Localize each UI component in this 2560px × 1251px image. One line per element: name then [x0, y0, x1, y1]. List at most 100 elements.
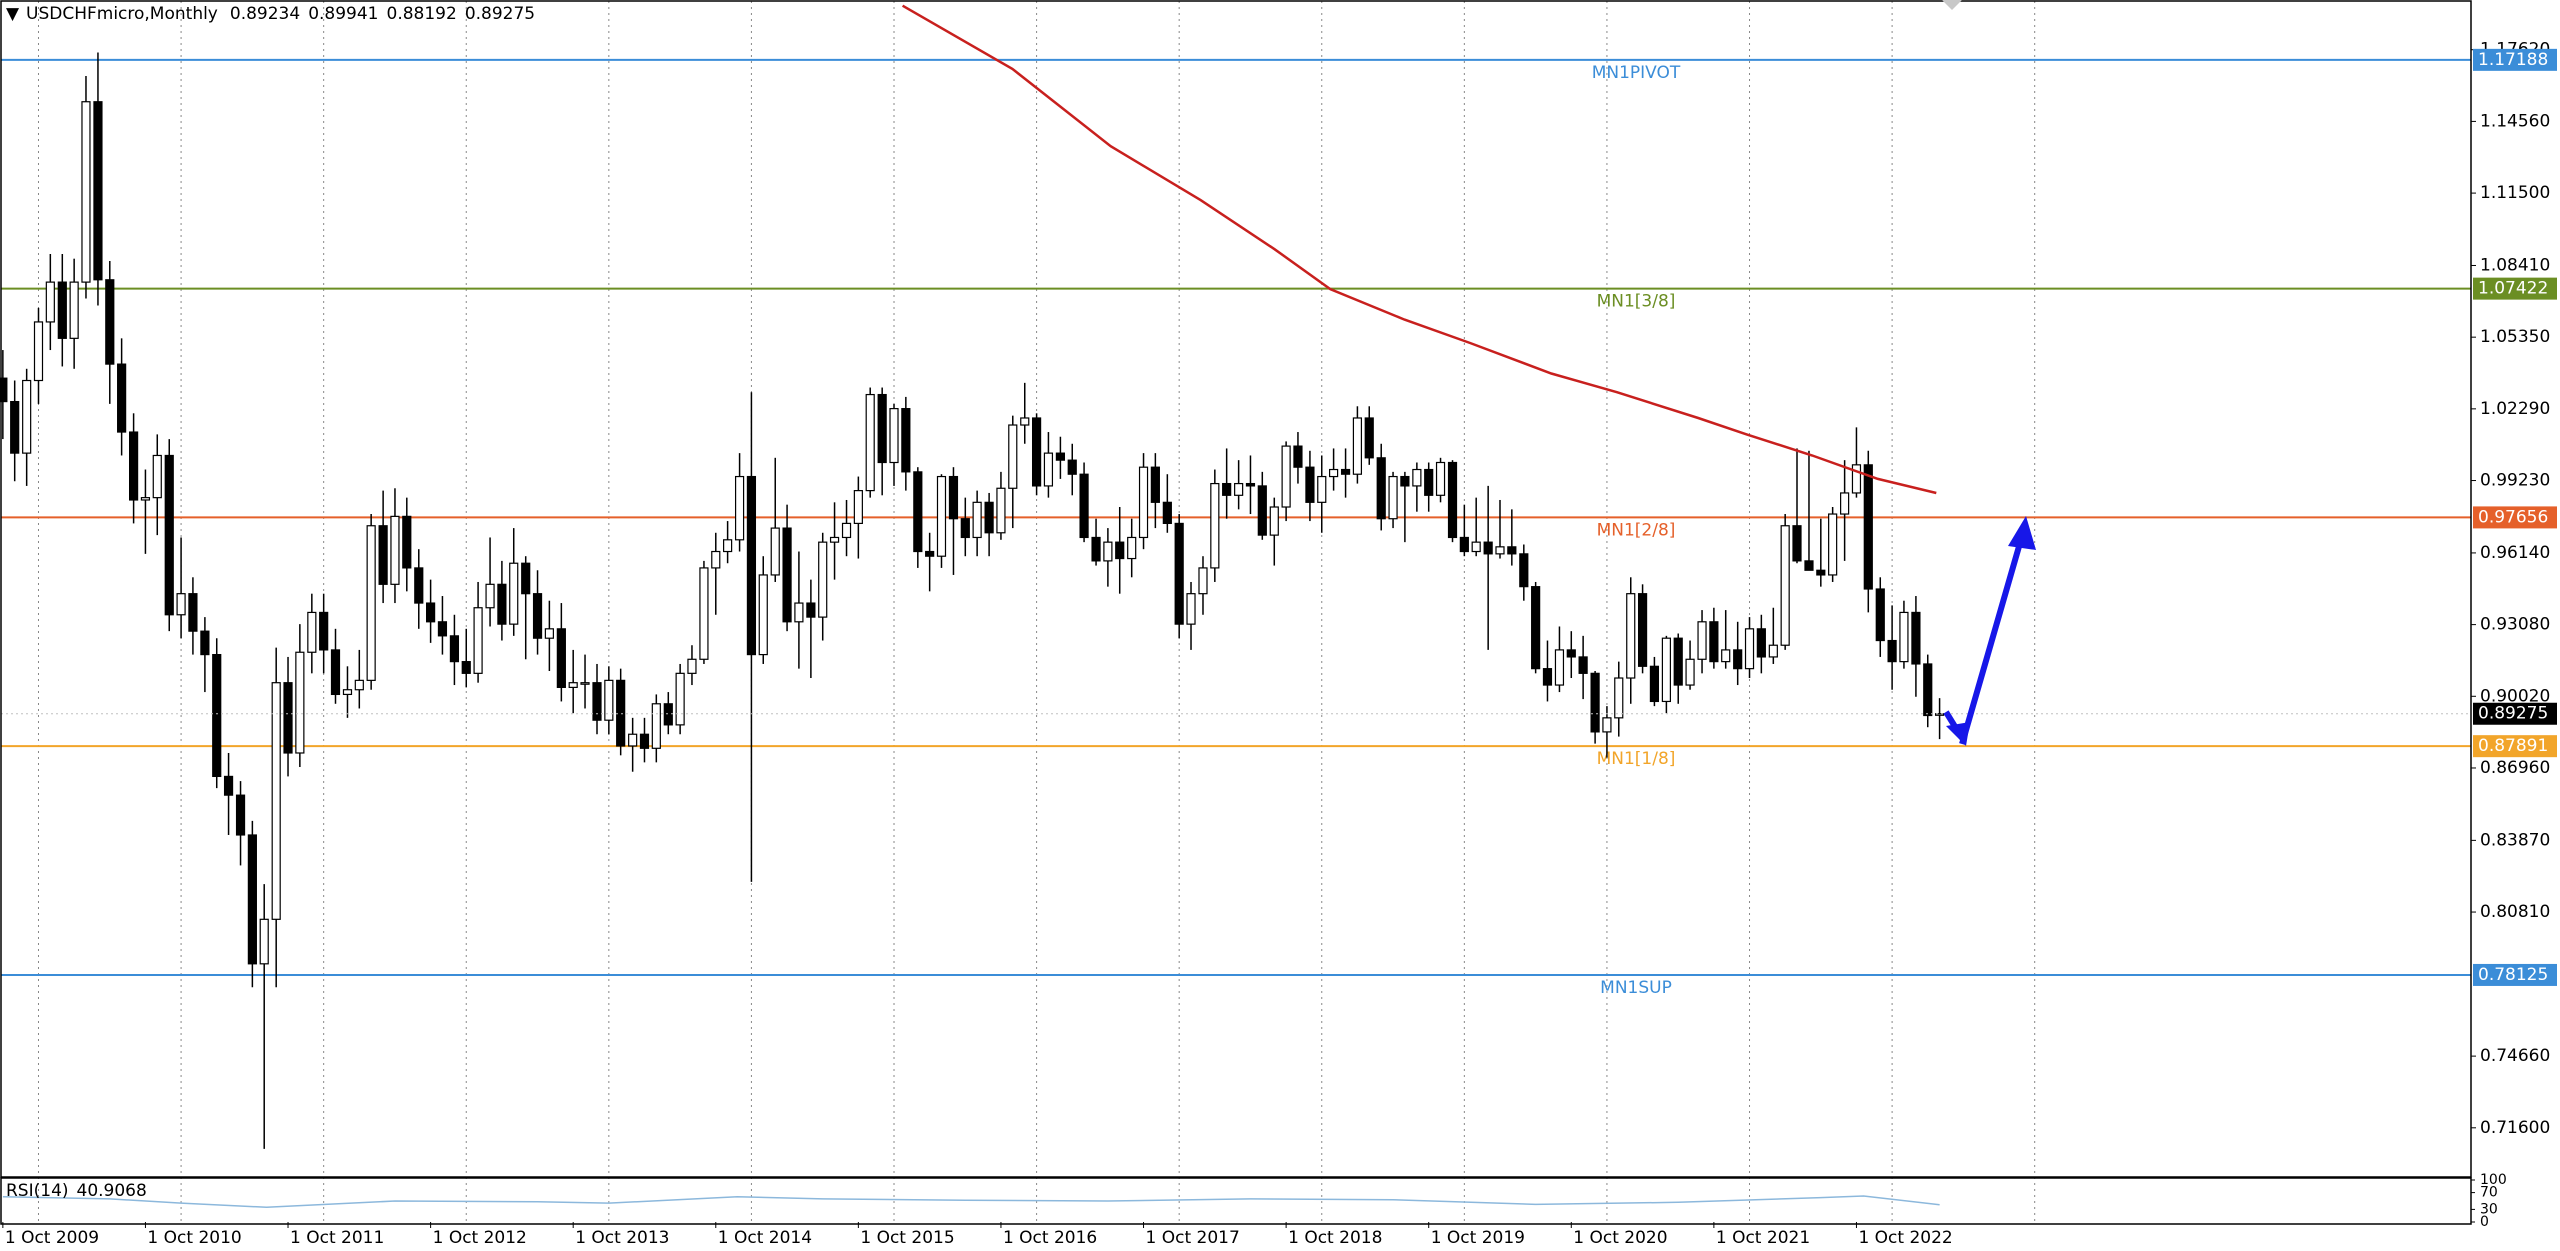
candle-body	[1768, 644, 1778, 658]
candle-body	[176, 593, 186, 616]
y-tick-label: 0.99230	[2480, 471, 2550, 491]
y-tick-label: 1.14560	[2480, 111, 2550, 131]
level-label: MN1SUP	[1600, 978, 1672, 998]
candle-body	[1043, 452, 1054, 487]
candle-body	[1542, 668, 1553, 686]
candle-body	[723, 539, 733, 553]
candle-body	[1721, 649, 1731, 663]
y-tick-label: 0.86960	[2480, 758, 2550, 778]
candle-body	[1103, 541, 1113, 562]
candle-body	[639, 733, 650, 749]
candle-body	[1328, 468, 1339, 478]
candle-body	[746, 475, 757, 656]
candle-body	[1447, 461, 1458, 539]
level-label: MN1[1/8]	[1597, 749, 1676, 769]
candle-body	[1578, 656, 1588, 674]
candle-body	[996, 487, 1006, 534]
candle-body	[1614, 677, 1624, 719]
candle-body	[1899, 611, 1909, 663]
y-tick-label: 0.90020	[2480, 686, 2550, 706]
level-label: MN1PIVOT	[1592, 63, 1681, 83]
candle-body	[1495, 546, 1505, 555]
candle-body	[247, 834, 257, 965]
candle-body	[1031, 417, 1042, 487]
candle-body	[1222, 482, 1232, 496]
candle-body	[295, 651, 305, 754]
forecast-arrow	[1943, 516, 2036, 746]
candle-body	[1364, 417, 1374, 459]
x-tick-label: 1 Oct 2020	[1573, 1228, 1667, 1248]
candle-body	[437, 621, 448, 637]
candle-body	[1923, 663, 1933, 717]
candle-body	[556, 628, 566, 688]
candle-body	[259, 918, 269, 965]
candle-body	[616, 679, 626, 747]
chart-header: USDCHFmicro,Monthly 0.89234 0.89941 0.88192…	[26, 4, 535, 24]
candle-body	[1471, 541, 1481, 553]
candle-body	[1150, 466, 1160, 503]
candle-body	[414, 567, 424, 604]
candle-body	[1198, 567, 1208, 595]
candle-body	[734, 475, 745, 541]
candle-body	[1008, 424, 1018, 489]
candle-body	[521, 562, 531, 595]
candle-body	[1067, 459, 1077, 475]
rsi-value: 40.9068	[77, 1181, 147, 1201]
candle-body	[164, 454, 174, 616]
candle-body	[485, 583, 495, 609]
level-label: MN1[2/8]	[1597, 520, 1676, 540]
close-value: 0.89275	[465, 4, 535, 24]
price-tag-label: 0.87891	[2478, 736, 2548, 756]
price-tag-label: 0.78125	[2478, 965, 2548, 985]
candle-body	[1649, 665, 1660, 703]
price-tag-label: 0.89275	[2478, 704, 2548, 724]
candle-body	[223, 775, 234, 796]
level-label: MN1[3/8]	[1597, 292, 1676, 312]
candle-body	[1138, 466, 1149, 539]
shift-marker	[1942, 0, 1962, 10]
candle-body	[1257, 485, 1267, 536]
candle-body	[544, 628, 554, 639]
candle-body	[1435, 461, 1446, 496]
candle-body	[770, 527, 780, 576]
x-tick-label: 1 Oct 2015	[860, 1228, 954, 1248]
candle-body	[1340, 468, 1351, 475]
candle-body	[675, 672, 685, 726]
candle-body	[152, 454, 162, 499]
candle-body	[1602, 717, 1612, 733]
candle-body	[129, 431, 139, 501]
candle-body	[604, 679, 614, 721]
candle-body	[568, 682, 578, 688]
menu-triangle[interactable]: ▼	[6, 4, 20, 24]
candle-body	[936, 475, 947, 557]
arrow-up	[1959, 535, 2025, 745]
candle-body	[1281, 445, 1291, 508]
candle-body	[1507, 546, 1517, 555]
candle-body	[69, 281, 79, 339]
candle-body	[1293, 445, 1303, 468]
candle-body	[283, 682, 293, 754]
candle-body	[1626, 593, 1636, 679]
rsi-header: RSI(14) 40.9068	[6, 1181, 147, 1201]
candle-body	[1234, 482, 1244, 496]
candle-body	[1661, 637, 1671, 703]
candle-body	[1305, 466, 1315, 503]
candle-body	[628, 733, 638, 747]
axis: 1 Oct 2009 1 Oct 2010 1 Oct 2011 1 Oct 2012…	[2, 40, 2557, 1248]
rsi-y-tick-label: 100	[2480, 1172, 2507, 1188]
candle-body	[342, 689, 353, 696]
candle-body	[10, 400, 20, 454]
x-tick-label: 1 Oct 2010	[147, 1228, 241, 1248]
candle-body	[307, 611, 317, 653]
candle-body	[140, 497, 151, 501]
candle-body	[378, 525, 388, 585]
y-tick-label: 0.71600	[2480, 1118, 2550, 1138]
rsi-label: RSI(14)	[6, 1181, 69, 1201]
candle-body	[699, 567, 709, 660]
candle-body	[497, 583, 507, 625]
candle-body	[1554, 649, 1565, 686]
candle-body	[1127, 536, 1137, 560]
candle-body	[1744, 628, 1755, 670]
candle-body	[1376, 457, 1386, 520]
